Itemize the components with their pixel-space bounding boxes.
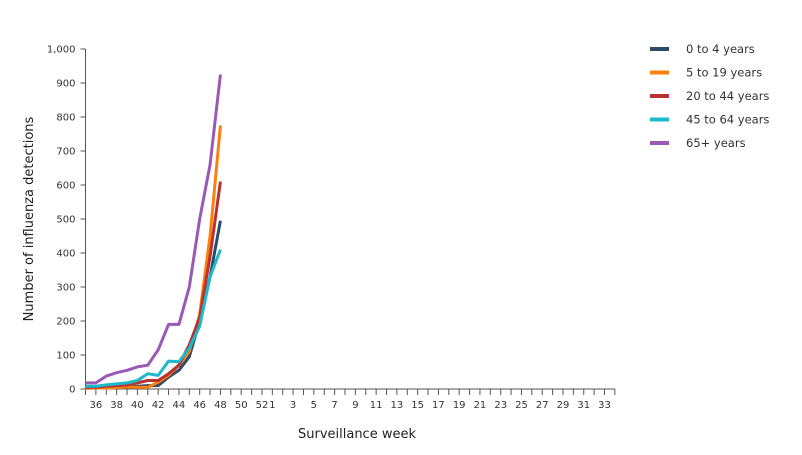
y-tick-label: 200 [56,317,75,328]
x-tick-label: 7 [331,400,337,411]
x-axis-title: Surveillance week [298,427,416,442]
x-tick-label: 13 [391,400,404,411]
x-tick-label: 40 [131,400,144,411]
x-tick-label: 9 [352,400,358,411]
x-tick-label: 44 [173,400,186,411]
x-tick-label: 48 [214,400,227,411]
y-tick-label: 800 [56,113,75,124]
legend-label: 45 to 64 years [686,113,769,127]
x-tick-label: 31 [577,400,590,411]
x-tick-label: 52 [256,400,269,411]
x-tick-label: 19 [453,400,466,411]
y-tick-label: 400 [56,249,75,260]
y-tick-label: 600 [56,181,75,192]
series-line-5-to-19-years [85,125,222,390]
x-tick-label: 38 [110,400,123,411]
legend-label: 5 to 19 years [686,66,762,80]
x-tick-label: 17 [432,400,445,411]
x-tick-label: 23 [494,400,507,411]
legend: 0 to 4 years 5 to 19 years 20 to 44 years 4… [650,42,769,150]
x-tick-label: 5 [311,400,317,411]
y-tick-label: 100 [56,351,75,362]
x-tick-label: 3 [290,400,296,411]
x-tick-label: 36 [90,400,103,411]
legend-label: 0 to 4 years [686,42,755,56]
legend-item-65-years[interactable]: 65+ years [650,136,746,150]
x-tick-label: 33 [598,400,611,411]
legend-item-0-to-4-years[interactable]: 0 to 4 years [650,42,755,56]
x-tick-label: 21 [474,400,487,411]
y-tick-label: 300 [56,283,75,294]
legend-item-5-to-19-years[interactable]: 5 to 19 years [650,66,762,80]
y-tick-label: 900 [56,79,75,90]
series-line-45-to-64-years [85,249,222,388]
x-tick-label: 27 [536,400,549,411]
legend-label: 20 to 44 years [686,89,769,103]
series-line-65-years [85,74,222,385]
x-tick-label: 42 [152,400,165,411]
x-tick-label: 11 [370,400,383,411]
legend-item-20-to-44-years[interactable]: 20 to 44 years [650,89,769,103]
x-axis: 36 38 40 42 44 46 48 50 52 1 3 5 7 9 11 13 15 17 19 21 23 25 2… [85,388,616,411]
y-tick-label: 700 [56,147,75,158]
y-tick-label: 1,000 [47,45,76,56]
x-tick-label: 25 [515,400,528,411]
x-tick-label: 1 [269,400,275,411]
y-axis-title: Number of influenza detections [22,116,37,321]
x-tick-label: 29 [557,400,570,411]
y-axis: 0 100 200 300 400 500 600 700 800 900 1,000 [47,45,86,396]
plot-lines [85,74,222,390]
x-tick-label: 15 [411,400,424,411]
x-tick-label: 50 [235,400,248,411]
legend-label: 65+ years [686,136,746,150]
legend-item-45-to-64-years[interactable]: 45 to 64 years [650,113,769,127]
y-tick-label: 0 [69,385,75,396]
x-tick-label: 46 [193,400,206,411]
y-tick-label: 500 [56,215,75,226]
